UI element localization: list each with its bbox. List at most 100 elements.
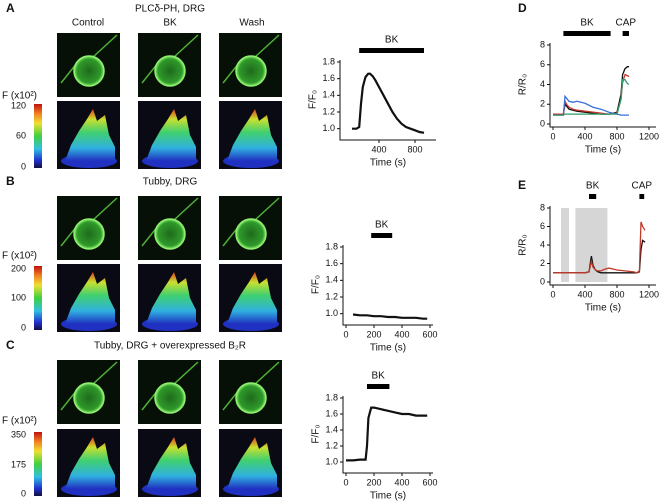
y-tick-label: 1.8 xyxy=(325,241,338,251)
panel-title: Tubby, DRG + overexpressed B₂R xyxy=(94,341,246,352)
surface-plot xyxy=(57,429,120,497)
colorbar-tick: 120 xyxy=(11,100,26,110)
axis xyxy=(549,206,656,286)
axis xyxy=(549,43,656,128)
colorbar-label: F (x10²) xyxy=(2,91,37,102)
y-tick-label: 1.0 xyxy=(325,456,338,466)
y-tick-label: 2 xyxy=(540,99,545,109)
y-axis-label: F/F₀ xyxy=(311,424,322,443)
x-tick-label: 400 xyxy=(394,477,409,487)
data-line xyxy=(553,221,646,274)
surface-plot xyxy=(138,101,201,169)
micrograph xyxy=(219,196,282,260)
x-tick-label: 0 xyxy=(550,289,555,299)
x-tick-label: 400 xyxy=(371,144,386,154)
panel-label: A xyxy=(6,1,15,15)
x-tick-label: 0 xyxy=(343,477,348,487)
x-tick-label: 400 xyxy=(394,329,409,339)
x-tick-label: 200 xyxy=(366,477,381,487)
y-axis-label: F/F₀ xyxy=(308,90,319,109)
panel-label: B xyxy=(6,174,15,188)
shaded-region xyxy=(561,208,569,282)
shaded-region xyxy=(575,208,608,282)
x-tick-label: 1200 xyxy=(639,131,659,141)
y-tick-label: 1.8 xyxy=(325,392,338,402)
x-tick-label: 800 xyxy=(609,131,624,141)
colorbar-tick: 350 xyxy=(11,429,26,439)
colorbar xyxy=(34,432,42,496)
y-tick-label: 1.4 xyxy=(322,90,335,100)
surface-plot xyxy=(57,264,120,332)
colorbar-tick: 0 xyxy=(21,161,26,171)
stimulus-bar xyxy=(563,31,611,36)
panel-label: D xyxy=(518,1,527,15)
y-tick-label: 1.4 xyxy=(325,424,338,434)
stimulus-bar xyxy=(359,48,424,53)
stimulus-label: CAP xyxy=(616,18,637,29)
panel-title: PLCδ-PH, DRG xyxy=(135,4,205,15)
y-axis-label: F/F₀ xyxy=(311,275,322,294)
surface-plot xyxy=(138,264,201,332)
x-tick-label: 800 xyxy=(609,289,624,299)
micrograph xyxy=(57,196,120,260)
colorbar-tick: 175 xyxy=(11,459,26,469)
surface-plot xyxy=(219,429,282,497)
x-axis-label: Time (s) xyxy=(585,303,621,314)
micrograph xyxy=(57,360,120,424)
stimulus-bar xyxy=(371,233,393,238)
stimulus-label: CAP xyxy=(632,181,653,192)
x-axis-label: Time (s) xyxy=(370,491,406,502)
y-tick-label: 1.6 xyxy=(322,73,335,83)
stimulus-label: BK xyxy=(375,220,389,231)
y-tick-label: 6 xyxy=(540,59,545,69)
x-tick-label: 200 xyxy=(366,329,381,339)
micrograph xyxy=(138,33,201,97)
colorbar xyxy=(34,104,42,168)
x-axis-label: Time (s) xyxy=(370,343,406,354)
axis xyxy=(339,60,436,141)
y-tick-label: 1.0 xyxy=(325,308,338,318)
y-tick-label: 0 xyxy=(540,118,545,128)
colorbar-tick: 60 xyxy=(16,130,26,140)
data-line xyxy=(352,313,428,320)
x-tick-label: 1200 xyxy=(639,289,659,299)
x-tick-label: 0 xyxy=(343,329,348,339)
y-tick-label: 1.2 xyxy=(322,106,335,116)
surface-plot xyxy=(138,429,201,497)
micrograph xyxy=(138,360,201,424)
panel-label: E xyxy=(518,178,526,192)
micrograph xyxy=(57,33,120,97)
surface-plot xyxy=(57,101,120,169)
stimulus-label: BK xyxy=(586,181,600,192)
y-tick-label: 1.8 xyxy=(322,56,335,66)
y-tick-label: 1.6 xyxy=(325,408,338,418)
colorbar-label: F (x10²) xyxy=(2,251,37,262)
data-line xyxy=(346,406,428,462)
y-tick-label: 2 xyxy=(540,258,545,268)
y-tick-label: 1.4 xyxy=(325,275,338,285)
colorbar-tick: 0 xyxy=(21,322,26,332)
y-tick-label: 1.2 xyxy=(325,291,338,301)
data-line xyxy=(553,94,629,116)
column-label: Control xyxy=(72,18,104,29)
y-tick-label: 1.6 xyxy=(325,258,338,268)
axis xyxy=(342,396,433,474)
x-axis-label: Time (s) xyxy=(585,145,621,156)
stimulus-bar xyxy=(622,31,629,36)
stimulus-label: BK xyxy=(372,371,386,382)
stimulus-bar xyxy=(639,194,645,199)
y-axis-label: R/R₀ xyxy=(518,234,529,255)
column-label: Wash xyxy=(239,18,264,29)
x-tick-label: 600 xyxy=(422,477,437,487)
micrograph xyxy=(219,360,282,424)
data-line xyxy=(352,72,425,134)
surface-plot xyxy=(219,101,282,169)
colorbar-tick: 200 xyxy=(11,263,26,273)
colorbar-tick: 100 xyxy=(11,292,26,302)
panel-label: C xyxy=(6,338,15,352)
axis xyxy=(342,245,433,326)
stimulus-label: BK xyxy=(580,18,594,29)
panel-title: Tubby, DRG xyxy=(143,177,198,188)
data-line xyxy=(553,78,630,116)
